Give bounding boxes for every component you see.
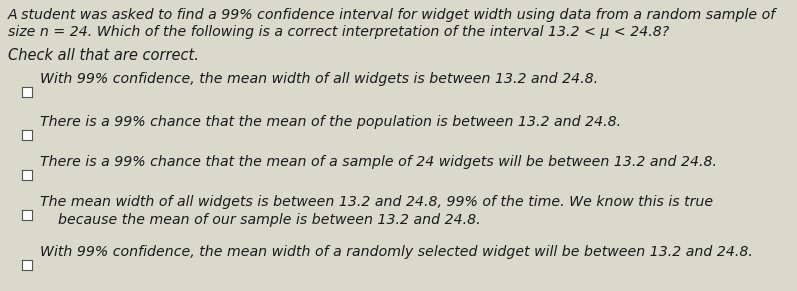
Text: The mean width of all widgets is between 13.2 and 24.8, 99% of the time. We know: The mean width of all widgets is between… xyxy=(40,195,713,227)
Text: With 99% confidence, the mean width of all widgets is between 13.2 and 24.8.: With 99% confidence, the mean width of a… xyxy=(40,72,598,86)
Text: There is a 99% chance that the mean of the population is between 13.2 and 24.8.: There is a 99% chance that the mean of t… xyxy=(40,115,621,129)
Text: size n = 24. Which of the following is a correct interpretation of the interval : size n = 24. Which of the following is a… xyxy=(8,25,669,39)
Text: There is a 99% chance that the mean of a sample of 24 widgets will be between 13: There is a 99% chance that the mean of a… xyxy=(40,155,717,169)
Text: A student was asked to find a 99% confidence interval for widget width using dat: A student was asked to find a 99% confid… xyxy=(8,8,776,22)
Text: With 99% confidence, the mean width of a randomly selected widget will be betwee: With 99% confidence, the mean width of a… xyxy=(40,245,753,259)
Text: Check all that are correct.: Check all that are correct. xyxy=(8,48,199,63)
